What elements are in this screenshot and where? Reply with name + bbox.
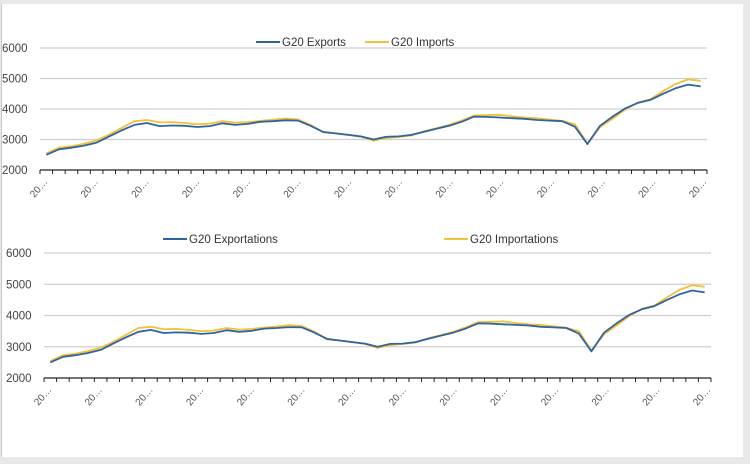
y-tick-label: 5000 xyxy=(6,279,32,291)
x-tick-label: 20… xyxy=(489,385,511,408)
x-tick-label: 20… xyxy=(184,385,206,408)
x-tick-label: 20… xyxy=(641,385,663,408)
y-tick-label: 4000 xyxy=(6,311,32,323)
series-line-g20-importations xyxy=(49,284,705,362)
legend-label: G20 Imports xyxy=(391,37,455,49)
series-line-g20-exportations xyxy=(49,289,705,364)
x-tick-label: 20… xyxy=(83,385,105,408)
y-tick-label: 4000 xyxy=(2,104,28,116)
legend-label: G20 Exportations xyxy=(189,234,278,246)
legend-label: G20 Exports xyxy=(282,37,346,49)
legend-label: G20 Importations xyxy=(470,234,558,246)
y-tick-label: 6000 xyxy=(2,43,28,55)
y-tick-label: 5000 xyxy=(2,74,28,86)
series-line-g20-exports xyxy=(45,83,701,156)
x-tick-label: 20… xyxy=(539,385,561,408)
x-tick-label: 20… xyxy=(332,177,354,200)
x-tick-label: 20… xyxy=(637,177,659,200)
chart-frame xyxy=(1,4,743,457)
x-tick-label: 20… xyxy=(485,177,507,200)
x-tick-label: 20… xyxy=(586,177,608,200)
chart-1: 2000 3000 4000 5000 6000 20… 20… 20… 20… 20… 20… 20… xyxy=(2,37,709,200)
x-tick-label: 20… xyxy=(383,177,405,200)
x-tick-label: 20… xyxy=(134,385,156,408)
chart-2: 2000 3000 4000 5000 6000 20… 20… 20… 20… 20… 20… 20… xyxy=(6,234,713,408)
series-line-g20-imports xyxy=(45,78,701,155)
x-tick-label: 20… xyxy=(235,385,257,408)
y-tick-label: 3000 xyxy=(6,342,32,354)
y-tick-label: 2000 xyxy=(6,373,32,385)
y-tick-label: 3000 xyxy=(2,135,28,147)
x-tick-label: 20… xyxy=(535,177,557,200)
y-tick-label: 6000 xyxy=(6,248,32,260)
x-tick-label: 20… xyxy=(180,177,202,200)
x-tick-label: 20… xyxy=(130,177,152,200)
x-tick-label: 20… xyxy=(286,385,308,408)
y-tick-label: 2000 xyxy=(2,165,28,177)
x-tick-label: 20… xyxy=(434,177,456,200)
x-tick-label: 20… xyxy=(691,385,713,408)
x-tick-label: 20… xyxy=(336,385,358,408)
x-tick-label: 20… xyxy=(687,177,709,200)
x-tick-label: 20… xyxy=(387,385,409,408)
x-tick-label: 20… xyxy=(28,177,50,200)
x-tick-label: 20… xyxy=(32,385,54,408)
x-tick-label: 20… xyxy=(438,385,460,408)
x-tick-label: 20… xyxy=(231,177,253,200)
x-tick-label: 20… xyxy=(590,385,612,408)
x-tick-label: 20… xyxy=(282,177,304,200)
x-tick-label: 20… xyxy=(79,177,101,200)
